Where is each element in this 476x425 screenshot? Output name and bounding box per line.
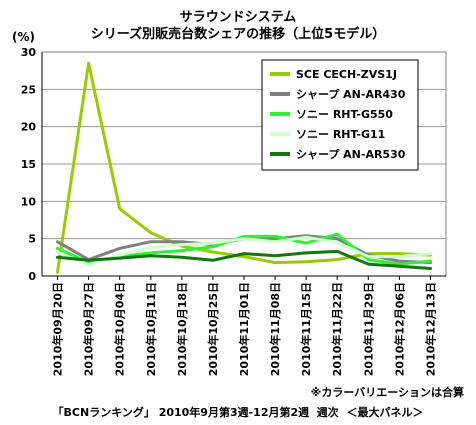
- legend-entry-label: シャープ AN-AR530: [296, 147, 406, 161]
- series-line: [56, 249, 432, 270]
- series-lines: [56, 61, 432, 274]
- y-tick-label: 20: [21, 121, 37, 134]
- x-tick-label: 2010年09月27日: [82, 282, 96, 376]
- x-tick-label: 2010年12月13日: [423, 282, 437, 376]
- x-tick-label: 2010年11月01日: [237, 282, 251, 376]
- x-tick-label: 2010年11月08日: [268, 282, 282, 376]
- x-tick-label: 2010年10月25日: [206, 282, 220, 376]
- series-line: [56, 235, 432, 267]
- legend: SCE CECH-ZVS1J シャープ AN-AR430 ソニー RHT-G550 ソ…: [261, 59, 419, 171]
- y-tick-label: 0: [28, 270, 36, 283]
- axes: 0 5 10 15 20 25 30 2010年09月20日 2010年09月27日 2010年1…: [21, 46, 447, 376]
- source-footer: 「BCNランキング」 2010年9月第3週-12月第2週 週次 ＜最大パネル＞: [52, 406, 424, 419]
- legend-entry-label: SCE CECH-ZVS1J: [296, 68, 397, 81]
- y-axis-unit-label: (%): [12, 30, 35, 44]
- color-variation-note: ※カラーバリエーションは合算: [310, 386, 464, 399]
- y-tick-label: 30: [21, 46, 37, 59]
- chart-subtitle: シリーズ別販売台数シェアの推移（上位5モデル）: [90, 27, 386, 42]
- x-tick-label: 2010年10月04日: [113, 282, 127, 376]
- x-tick-label: 2010年10月18日: [175, 282, 189, 376]
- legend-entry-label: ソニー RHT-G11: [296, 128, 385, 141]
- x-tick-label: 2010年10月11日: [144, 282, 158, 376]
- legend-entry-label: ソニー RHT-G550: [296, 108, 393, 121]
- y-tick-label: 5: [28, 233, 36, 246]
- x-tick-label: 2010年11月15日: [299, 282, 313, 376]
- x-tick-label: 2010年11月29日: [361, 282, 375, 376]
- chart-title: サラウンドシステム: [179, 10, 297, 25]
- x-tick-label: 2010年12月06日: [392, 282, 406, 376]
- x-tick-label: 2010年09月20日: [51, 282, 65, 376]
- legend-entry-label: シャープ AN-AR430: [296, 87, 406, 101]
- y-tick-label: 10: [21, 195, 37, 208]
- x-tick-label: 2010年11月22日: [330, 282, 344, 376]
- y-tick-label: 15: [21, 158, 36, 171]
- y-tick-label: 25: [21, 83, 36, 96]
